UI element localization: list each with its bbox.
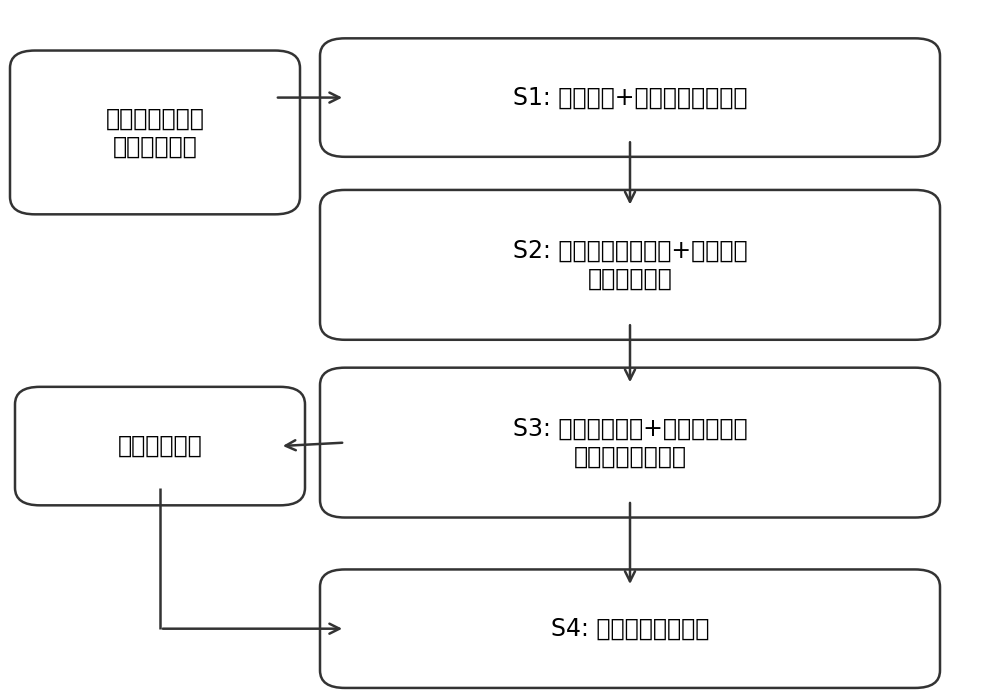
Text: 仿真测试场景: 仿真测试场景 [118, 434, 202, 458]
Text: S4: 危险场景区域确定: S4: 危险场景区域确定 [551, 617, 709, 641]
FancyBboxPatch shape [10, 51, 300, 215]
FancyBboxPatch shape [320, 38, 940, 157]
Text: 真实道路测试遇
到的接管场景: 真实道路测试遇 到的接管场景 [106, 107, 204, 158]
Text: S1: 静态要素+动态要素信息提取: S1: 静态要素+动态要素信息提取 [513, 86, 747, 109]
Text: S3: 参数空间确定+优化搜索方法
确定试验参数组合: S3: 参数空间确定+优化搜索方法 确定试验参数组合 [513, 417, 747, 468]
FancyBboxPatch shape [320, 368, 940, 518]
Text: S2: 初始状态空间确定+动态要素
行为模型设计: S2: 初始状态空间确定+动态要素 行为模型设计 [513, 239, 747, 291]
FancyBboxPatch shape [15, 387, 305, 505]
FancyBboxPatch shape [320, 569, 940, 688]
FancyBboxPatch shape [320, 190, 940, 340]
